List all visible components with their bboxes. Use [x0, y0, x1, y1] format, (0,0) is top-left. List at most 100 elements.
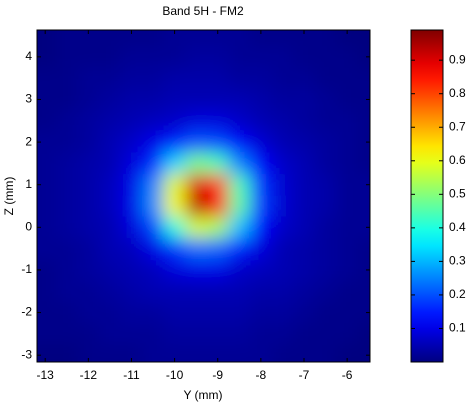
- heatmap-cell: [185, 216, 208, 239]
- heatmap-cell: [357, 131, 370, 154]
- heatmap-cell: [142, 280, 165, 303]
- heatmap-cell: [142, 237, 165, 260]
- heatmap-cell: [206, 280, 230, 303]
- heatmap-cell: [206, 237, 230, 260]
- heatmap-cell: [357, 344, 370, 362]
- heatmap-cell: [271, 216, 294, 239]
- heatmap-cell: [206, 67, 230, 90]
- heatmap-cell: [142, 131, 165, 154]
- heatmap-cell: [357, 67, 370, 90]
- x-tick-label: -9: [212, 368, 223, 382]
- heatmap-cell: [37, 152, 57, 175]
- heatmap-cell: [293, 30, 316, 47]
- heatmap-cell: [37, 67, 57, 90]
- heatmap-cell: [357, 195, 370, 218]
- heatmap-cell: [314, 174, 337, 196]
- heatmap-cell: [99, 195, 122, 218]
- y-tick-label: 2: [25, 134, 32, 148]
- heatmap-cell: [206, 301, 230, 324]
- heatmap-cell: [293, 152, 316, 175]
- heatmap-cell: [185, 67, 208, 90]
- heatmap-cell: [77, 30, 100, 47]
- y-tick-label: -2: [21, 305, 32, 319]
- heatmap-cell: [55, 67, 79, 90]
- heatmap-cell: [99, 344, 122, 362]
- heatmap-cell: [336, 152, 359, 175]
- heatmap-cell: [77, 259, 100, 282]
- heatmap-cell: [206, 152, 230, 175]
- heatmap-cell: [163, 216, 186, 239]
- heatmap-cell: [163, 195, 186, 218]
- x-tick-label: -13: [37, 368, 55, 382]
- y-tick-label: 4: [25, 49, 32, 63]
- colorbar-tick-label: 0.6: [449, 153, 466, 167]
- heatmap-cell: [228, 46, 251, 69]
- heatmap-cell: [336, 46, 359, 69]
- heatmap-cell: [142, 110, 165, 132]
- heatmap-cell: [250, 131, 273, 154]
- heatmap-cell: [228, 301, 251, 324]
- heatmap-cell: [228, 195, 251, 218]
- heatmap-cell: [206, 88, 230, 111]
- heatmap-cell: [250, 344, 273, 362]
- heatmap-cell: [55, 259, 79, 282]
- heatmap-cell: [120, 131, 143, 154]
- colorbar-tick-label: 0.2: [449, 287, 466, 301]
- heatmap-cell: [314, 30, 337, 47]
- heatmap-cell: [120, 216, 143, 239]
- colorbar: [411, 30, 443, 362]
- heatmap-cell: [99, 259, 122, 282]
- heatmap-cell: [228, 216, 251, 239]
- heatmap-cell: [37, 301, 57, 324]
- heatmap-cell: [37, 280, 57, 303]
- heatmap-cell: [120, 46, 143, 69]
- heatmap-cell: [163, 344, 186, 362]
- heatmap-cell: [314, 237, 337, 260]
- heatmap-cell: [314, 110, 337, 132]
- heatmap-cell: [120, 280, 143, 303]
- heatmap-cell: [163, 67, 186, 90]
- heatmap-cell: [314, 259, 337, 282]
- heatmap-cell: [185, 301, 208, 324]
- heatmap-cell: [120, 195, 143, 218]
- heatmap-cell: [37, 195, 57, 218]
- heatmap-cell: [250, 174, 273, 196]
- heatmap-cell: [250, 30, 273, 47]
- heatmap-cell: [99, 301, 122, 324]
- heatmap-cell: [77, 110, 100, 132]
- heatmap-cell: [293, 174, 316, 196]
- heatmap-cell: [206, 131, 230, 154]
- colorbar-tick-label: 0.5: [449, 186, 466, 200]
- heatmap-cell: [55, 344, 79, 362]
- heatmap-cell: [250, 152, 273, 175]
- heatmap: [37, 30, 370, 362]
- heatmap-cell: [120, 110, 143, 132]
- heatmap-cell: [142, 195, 165, 218]
- heatmap-cell: [163, 152, 186, 175]
- heatmap-cell: [271, 88, 294, 111]
- heatmap-cell: [271, 152, 294, 175]
- heatmap-cell: [55, 195, 79, 218]
- heatmap-cell: [314, 301, 337, 324]
- heatmap-cell: [185, 152, 208, 175]
- heatmap-cell: [163, 174, 186, 196]
- heatmap-cell: [293, 301, 316, 324]
- heatmap-cell: [163, 301, 186, 324]
- heatmap-cell: [55, 110, 79, 132]
- heatmap-cell: [228, 131, 251, 154]
- heatmap-cell: [336, 216, 359, 239]
- heatmap-cell: [77, 67, 100, 90]
- heatmap-cell: [336, 301, 359, 324]
- heatmap-cell: [37, 344, 57, 362]
- colorbar-frame: [410, 29, 444, 363]
- heatmap-cell: [314, 344, 337, 362]
- heatmap-cell: [357, 259, 370, 282]
- heatmap-cell: [336, 110, 359, 132]
- heatmap-cell: [185, 110, 208, 132]
- heatmap-cell: [99, 131, 122, 154]
- heatmap-cell: [357, 88, 370, 111]
- heatmap-cell: [250, 110, 273, 132]
- colorbar-tick-label: 0.8: [449, 86, 466, 100]
- heatmap-cell: [55, 280, 79, 303]
- heatmap-cell: [120, 344, 143, 362]
